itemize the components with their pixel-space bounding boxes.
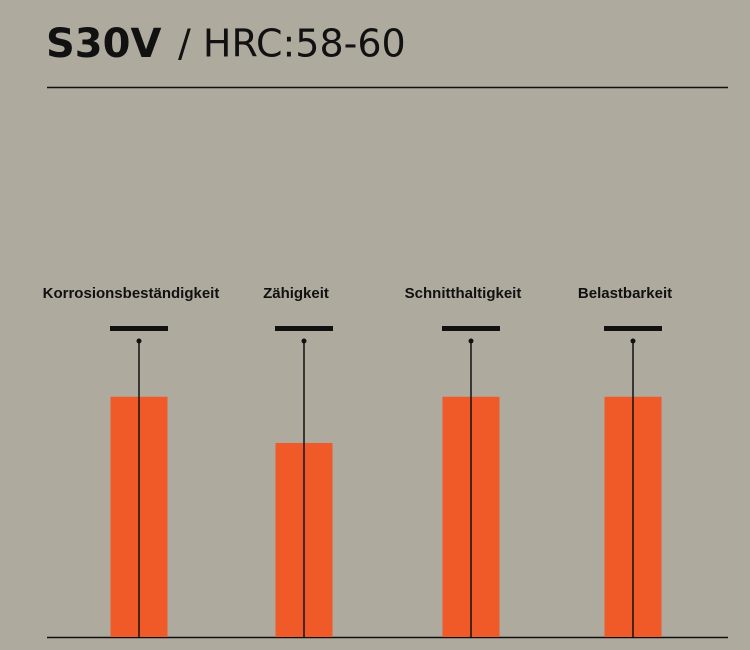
max-marker xyxy=(275,326,333,331)
chart-subtitle: / HRC:58-60 xyxy=(178,22,406,66)
category-label: Korrosionsbeständigkeit xyxy=(43,285,220,302)
chart-title: S30V xyxy=(46,21,161,67)
category-label: Schnitthaltigkeit xyxy=(405,285,522,302)
scale-dot xyxy=(630,338,636,344)
category-label: Zähigkeit xyxy=(263,285,329,302)
max-marker xyxy=(604,326,662,331)
scale-dot xyxy=(136,338,142,344)
category-label: Belastbarkeit xyxy=(578,285,672,302)
scale-dot xyxy=(468,338,474,344)
max-marker xyxy=(110,326,168,331)
max-marker xyxy=(442,326,500,331)
scale-dot xyxy=(301,338,307,344)
